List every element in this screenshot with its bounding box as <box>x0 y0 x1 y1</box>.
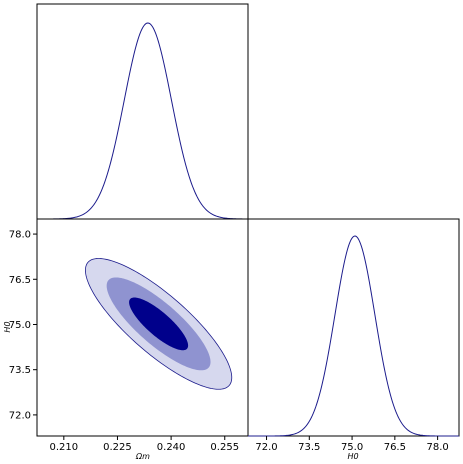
joint-y-ticks: 72.0 73.5 75.0 76.5 78.0 <box>9 230 37 421</box>
joint-y-tick-label: 73.5 <box>9 365 31 376</box>
h0-x-tick-label: 76.5 <box>384 442 406 453</box>
joint-y-tick-label: 72.0 <box>9 410 31 421</box>
h0-marginal-curve <box>248 235 459 437</box>
joint-x-tick-label: 0.255 <box>210 442 239 453</box>
joint-x-tick-label: 0.240 <box>157 442 186 453</box>
h0-x-ticks: 72.0 73.5 75.0 76.5 78.0 <box>255 436 449 453</box>
joint-y-axis-label: H0 <box>3 321 12 332</box>
joint-x-tick-label: 0.225 <box>103 442 132 453</box>
omega-m-marginal-curve <box>37 22 249 220</box>
h0-x-tick-label: 73.5 <box>298 442 320 453</box>
panel-omega-m-marginal <box>36 3 249 220</box>
panel-frame-top-left <box>36 3 249 220</box>
joint-x-axis-label: Ωm <box>135 452 150 461</box>
h0-x-axis-label: H0 <box>347 452 358 461</box>
h0-x-tick-label: 78.0 <box>426 442 448 453</box>
joint-y-tick-label: 78.0 <box>9 230 31 241</box>
joint-y-tick-label: 76.5 <box>9 275 31 286</box>
panel-h0-marginal: 72.0 73.5 75.0 76.5 78.0 H0 <box>247 218 460 461</box>
joint-y-tick-label: 75.0 <box>9 320 31 331</box>
contour-1-sigma <box>129 297 189 351</box>
joint-x-ticks: 0.210 0.225 0.240 0.255 <box>50 436 239 453</box>
joint-x-tick-label: 0.210 <box>50 442 79 453</box>
panel-omega-m-h0-joint: 0.210 0.225 0.240 0.255 72.0 73.5 75.0 76.5 78.… <box>3 218 249 461</box>
joint-contours <box>85 258 233 390</box>
panel-frame-bottom-right <box>247 218 460 437</box>
h0-x-tick-label: 72.0 <box>255 442 277 453</box>
h0-x-tick-label: 75.0 <box>341 442 363 453</box>
